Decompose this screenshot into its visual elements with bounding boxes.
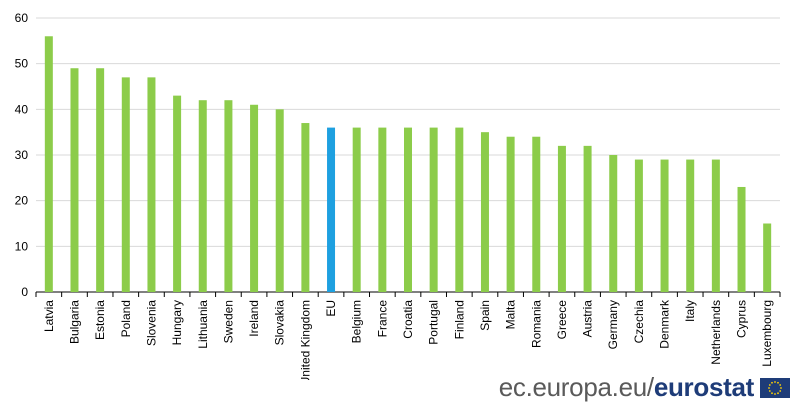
x-tick-label: Germany — [606, 300, 620, 349]
bar-latvia — [44, 36, 53, 293]
bar-spain — [480, 132, 489, 292]
bar-netherlands — [711, 159, 720, 292]
bar-austria — [583, 145, 592, 292]
x-tick-label: Denmark — [658, 299, 672, 349]
bar-slovenia — [147, 77, 156, 292]
x-tick-label: Luxembourg — [760, 300, 774, 367]
bar-eu — [327, 127, 336, 292]
bar-romania — [532, 136, 541, 292]
x-tick-label: Lithuania — [196, 300, 210, 349]
x-tick-label: Belgium — [350, 300, 364, 343]
bar-slovakia — [275, 109, 284, 292]
bar-croatia — [404, 127, 412, 292]
y-tick-label: 30 — [15, 148, 29, 162]
bar-france — [378, 127, 387, 292]
x-tick-label: Croatia — [401, 300, 415, 339]
bar-chart: 0 10 20 30 40 50 60 Latvia Bulgaria Estonia Polan… — [15, 11, 781, 380]
bar-ireland — [250, 104, 259, 293]
bar-greece — [557, 145, 566, 292]
x-tick-label: Bulgaria — [67, 300, 81, 344]
y-tick-label: 10 — [15, 239, 29, 253]
x-tick-label: Hungary — [170, 300, 184, 345]
bar-finland — [455, 127, 464, 292]
x-tick-label: Greece — [555, 300, 569, 340]
y-tick-label: 60 — [15, 11, 29, 25]
bars — [44, 36, 772, 293]
bar-luxembourg — [763, 223, 772, 292]
bar-malta — [506, 136, 515, 292]
bar-belgium — [352, 127, 361, 292]
x-tick-label: EU — [324, 300, 338, 317]
bar-sweden — [224, 100, 233, 292]
y-tick-label: 40 — [15, 102, 29, 116]
x-tick-label: Malta — [504, 300, 518, 330]
bar-poland — [121, 77, 130, 292]
eu-flag-icon — [760, 377, 790, 398]
x-axis-labels: Latvia Bulgaria Estonia Poland Slovenia Hunga… — [35, 292, 781, 380]
bar-czechia — [634, 159, 643, 292]
eurostat-footer: ec.europa.eu/eurostat — [499, 372, 790, 403]
site-logo-text[interactable]: ec.europa.eu/eurostat — [498, 372, 755, 402]
x-tick-label: Slovakia — [273, 300, 287, 346]
bar-italy — [686, 159, 695, 292]
x-tick-label: Spain — [478, 300, 492, 331]
x-tick-label: United Kingdom — [298, 300, 312, 380]
x-tick-label: Portugal — [427, 300, 441, 345]
y-tick-label: 20 — [15, 194, 29, 208]
x-tick-label: Finland — [452, 300, 466, 339]
x-tick-label: Czechia — [632, 300, 646, 344]
x-tick-label: Ireland — [247, 300, 261, 337]
bar-germany — [609, 155, 618, 292]
x-tick-label: Cyprus — [735, 300, 749, 338]
bar-hungary — [173, 95, 182, 292]
x-tick-label: France — [375, 300, 389, 338]
bar-bulgaria — [70, 68, 79, 292]
bar-lithuania — [198, 100, 207, 292]
y-tick-label: 0 — [21, 285, 28, 299]
bar-cyprus — [737, 186, 746, 292]
y-tick-label: 50 — [15, 57, 29, 71]
bar-united-kingdom — [301, 123, 310, 293]
x-tick-label: Austria — [581, 300, 595, 338]
x-tick-label: Estonia — [93, 300, 107, 340]
x-tick-label: Sweden — [221, 300, 235, 343]
x-tick-label: Slovenia — [144, 300, 158, 346]
bar-estonia — [96, 68, 105, 292]
bar-denmark — [660, 159, 669, 292]
bar-portugal — [429, 127, 438, 292]
x-tick-label: Italy — [683, 300, 697, 322]
x-tick-label: Latvia — [42, 300, 56, 332]
x-tick-label: Romania — [529, 300, 543, 348]
x-tick-label: Poland — [119, 300, 133, 337]
x-tick-label: Netherlands — [709, 300, 723, 365]
